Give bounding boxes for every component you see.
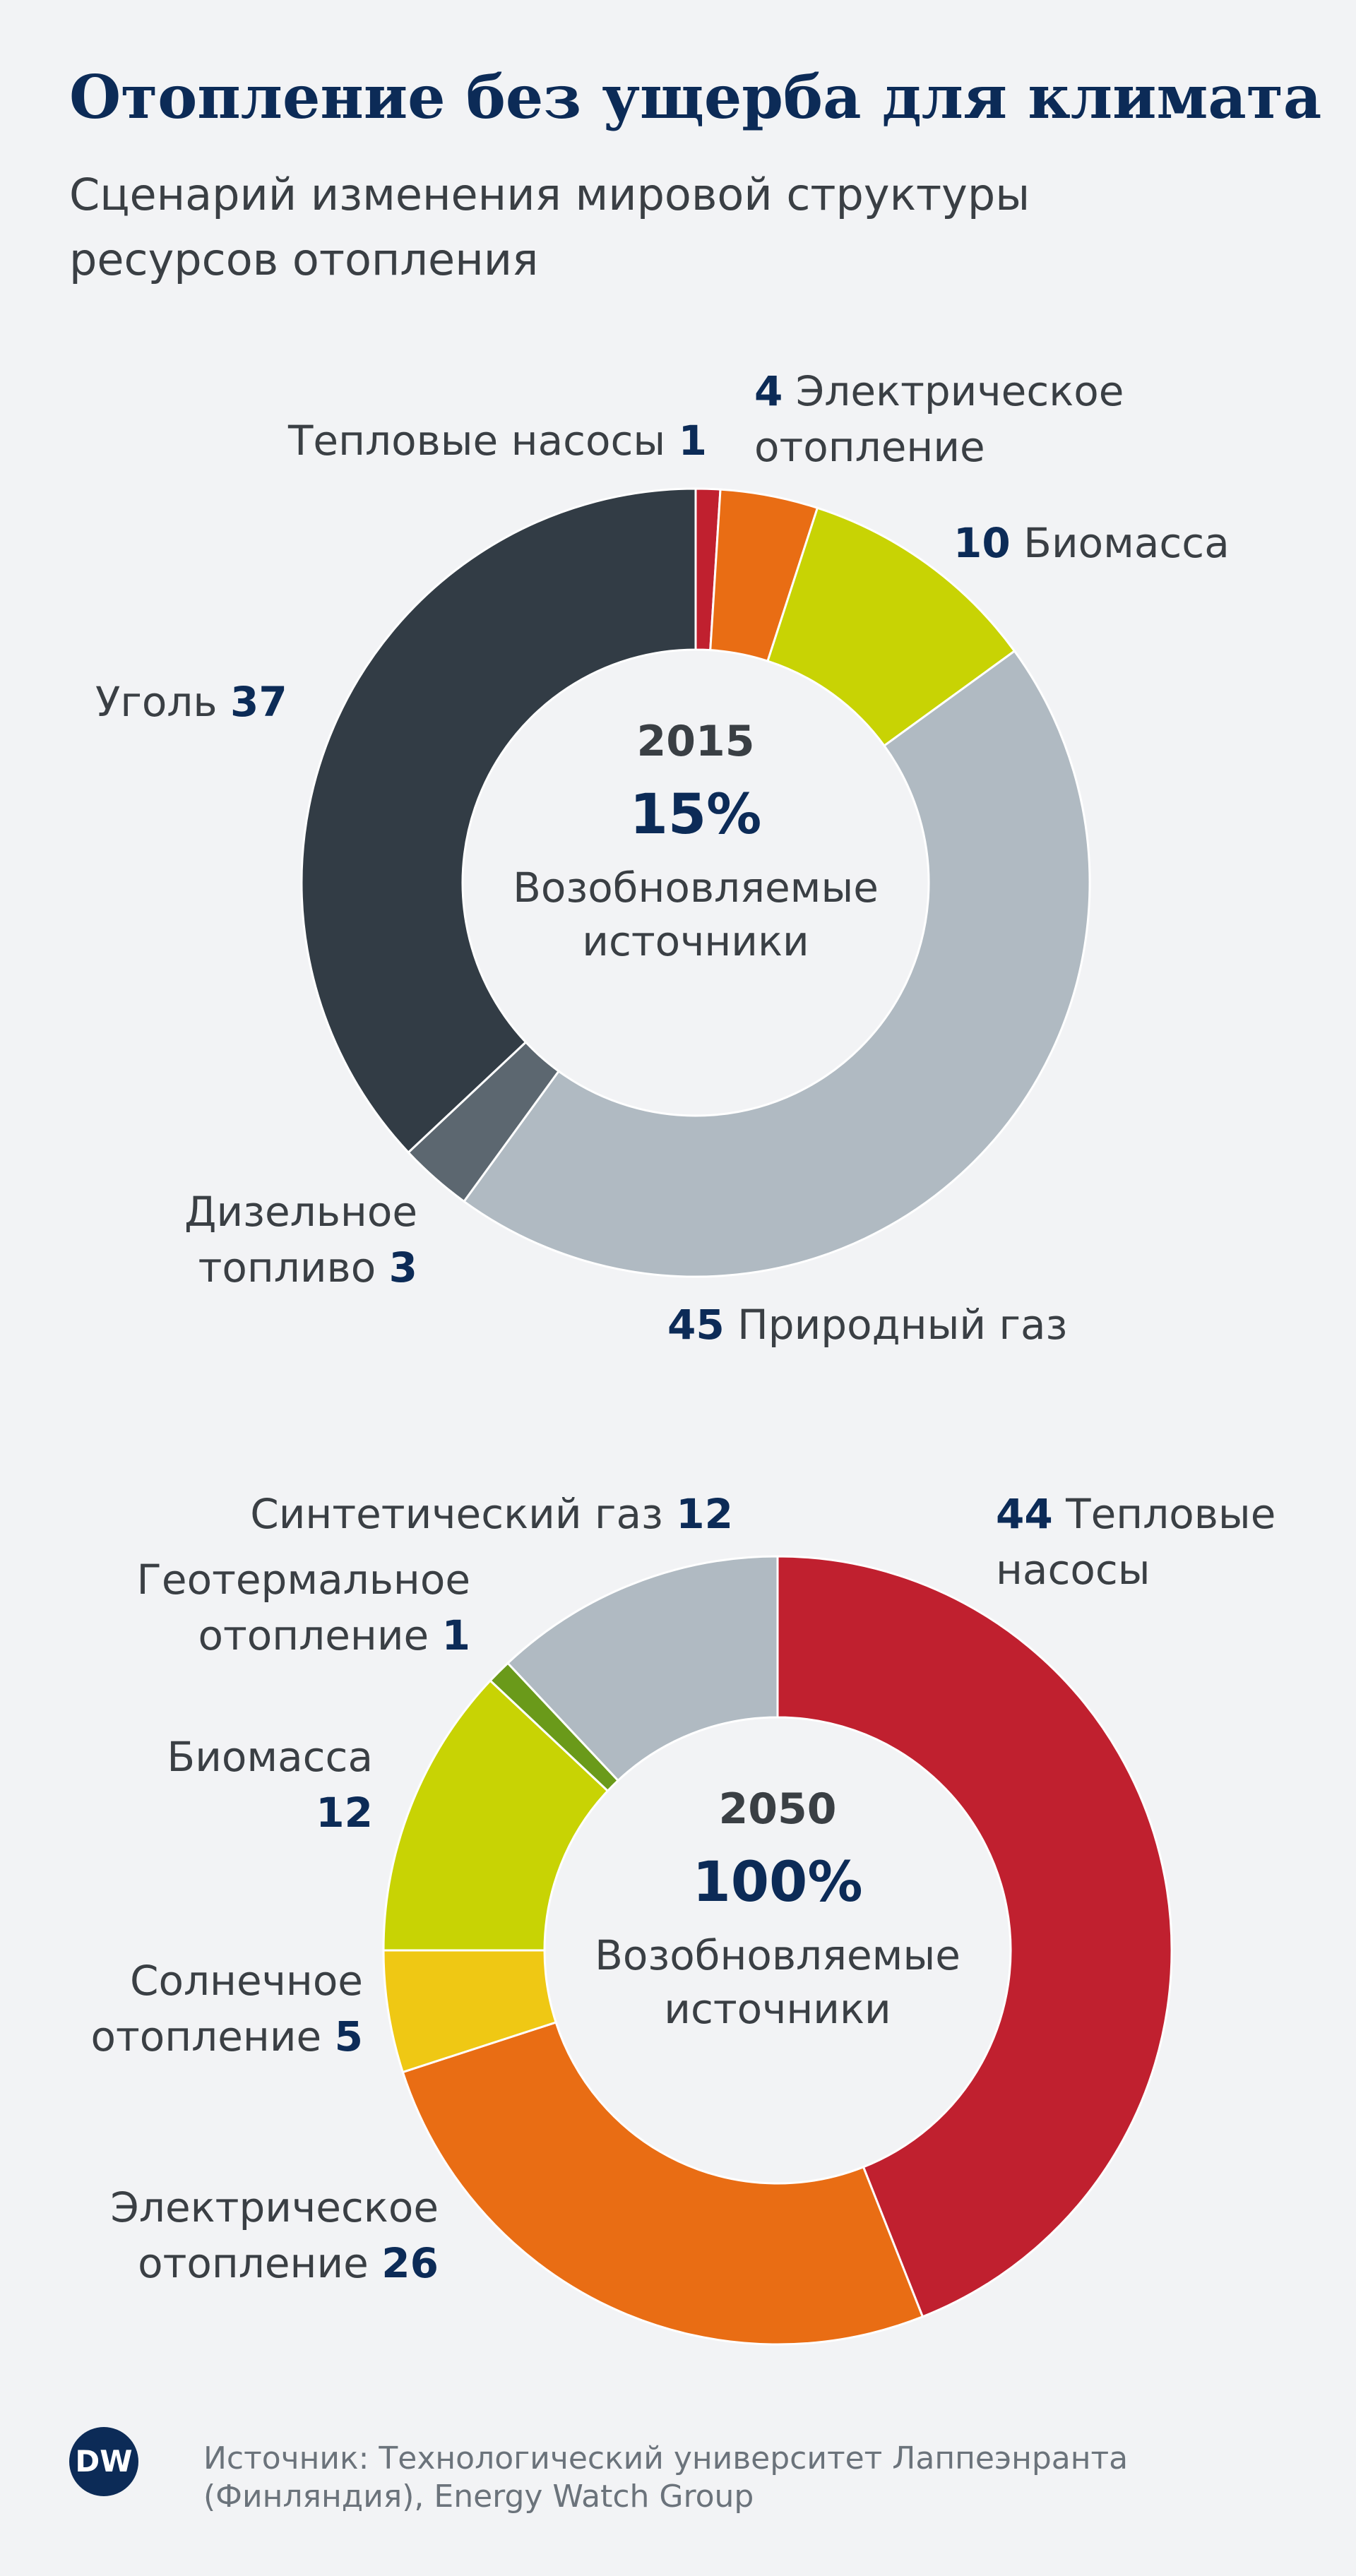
label-value: 37 — [230, 678, 287, 726]
slice — [401, 2021, 924, 2346]
slice-label: Электрическое отопление 26 — [71, 2180, 439, 2291]
slice-label: 4 Электрическое отопление — [754, 364, 1192, 475]
label-value: 12 — [316, 1789, 373, 1837]
slice-label: Тепловые насосы 1 — [288, 413, 707, 469]
center-year: 2050 — [718, 1784, 837, 1834]
label-value: 3 — [388, 1244, 417, 1292]
logo: DW — [69, 2427, 138, 2496]
label-value: 45 — [667, 1301, 725, 1349]
slice-label: Дизельное топливо 3 — [135, 1184, 417, 1296]
label-name: Уголь — [95, 678, 218, 726]
title: Отопление без ущерба для климата — [69, 62, 1322, 132]
center-text: 2015 15% Возобновляемые источники — [448, 717, 943, 968]
slice-label: Солнечное отопление 5 — [52, 1953, 363, 2065]
center-share: 15% — [629, 783, 762, 847]
label-value: 44 — [996, 1490, 1053, 1538]
label-name: Солнечное отопление — [90, 1957, 363, 2061]
label-value: 12 — [676, 1490, 733, 1538]
label-value: 10 — [953, 519, 1011, 567]
slice-label: 45 Природный газ — [667, 1297, 1067, 1353]
source: Источник: Технологический университет Ла… — [203, 2440, 1129, 2515]
slice — [776, 1555, 1173, 2318]
label-value: 1 — [441, 1611, 470, 1659]
center-label: Возобновляемые источники — [595, 1931, 961, 2033]
slice — [300, 487, 697, 1155]
slice-label: Уголь 37 — [95, 674, 287, 730]
center-label: Возобновляемые источники — [513, 864, 879, 965]
label-name: Тепловые насосы — [996, 1490, 1276, 1594]
label-name: Дизельное топливо — [184, 1188, 417, 1292]
label-name: Тепловые насосы — [287, 417, 666, 465]
slice — [506, 1555, 779, 1782]
slice-label: Биомасса 12 — [140, 1729, 373, 1841]
label-value: 26 — [381, 2239, 439, 2287]
label-value: 5 — [334, 2012, 363, 2061]
slice-label: Синтетический газ 12 — [250, 1486, 733, 1542]
slice — [462, 649, 1091, 1278]
label-value: 4 — [754, 367, 783, 415]
label-name: Электрическое отопление — [110, 2183, 439, 2287]
label-name: Биомасса — [167, 1733, 373, 1781]
label-value: 1 — [678, 417, 707, 465]
label-name: Синтетический газ — [250, 1490, 663, 1538]
label-name: Электрическое отопление — [754, 367, 1124, 471]
center-share: 100% — [692, 1851, 863, 1914]
label-name: Биомасса — [1023, 519, 1230, 567]
center-text: 2050 100% Возобновляемые источники — [530, 1784, 1025, 2036]
slice — [382, 1678, 609, 1952]
slice-label: Геотермальное отопление 1 — [89, 1552, 470, 1664]
center-year: 2015 — [636, 717, 755, 766]
slice-label: 10 Биомасса — [953, 515, 1230, 571]
slice-label: 44 Тепловые насосы — [996, 1486, 1335, 1598]
label-name: Природный газ — [737, 1301, 1068, 1349]
label-name: Геотермальное отопление — [136, 1556, 470, 1659]
subtitle: Сценарий изменения мировой структуры рес… — [69, 169, 1030, 285]
